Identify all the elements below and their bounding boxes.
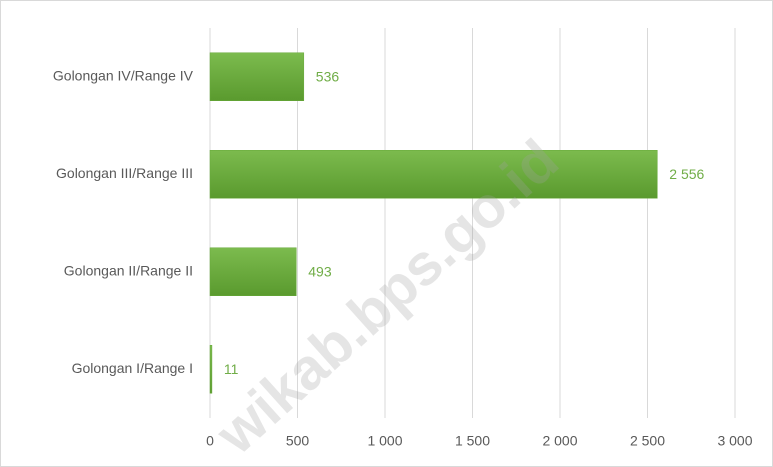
bar xyxy=(209,52,305,101)
bar xyxy=(209,150,658,199)
value-label: 11 xyxy=(224,361,239,377)
x-tick-label: 2 500 xyxy=(630,433,665,449)
value-label: 2 556 xyxy=(669,166,704,182)
x-tick-label: 0 xyxy=(206,433,214,449)
x-tick-label: 3 000 xyxy=(717,433,752,449)
y-tick-label: Golongan III/Range III xyxy=(56,165,193,181)
x-tick-label: 1 000 xyxy=(367,433,402,449)
value-label: 493 xyxy=(308,263,332,279)
bar xyxy=(209,247,297,296)
y-tick-label: Golongan I/Range I xyxy=(72,360,193,376)
x-tick-label: 500 xyxy=(286,433,310,449)
y-tick-label: Golongan IV/Range IV xyxy=(53,67,194,83)
y-tick-label: Golongan II/Range II xyxy=(64,262,193,278)
value-label: 536 xyxy=(316,68,340,84)
x-tick-label: 1 500 xyxy=(455,433,490,449)
x-tick-label: 2 000 xyxy=(542,433,577,449)
bar xyxy=(209,345,213,394)
